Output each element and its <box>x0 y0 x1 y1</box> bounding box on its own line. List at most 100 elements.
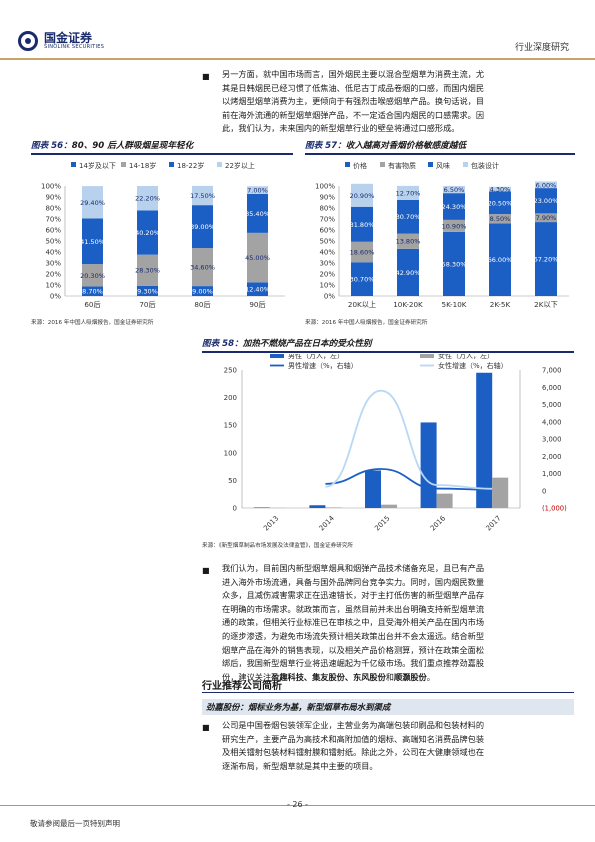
x-tick-label: 2K以下 <box>534 300 558 309</box>
x-tick-label: 2017 <box>484 514 502 532</box>
bar-segment <box>397 199 419 234</box>
y-tick-label: 20% <box>319 271 335 279</box>
y-tick-label: 0% <box>324 293 335 301</box>
legend-label: 风味 <box>436 161 450 170</box>
paragraph-2-line: 我们认为，目前国内新型烟草烟具和烟弹产品技术储备充足，且已有产品 <box>222 563 485 573</box>
data-label: 20.50% <box>488 199 513 207</box>
figure-57-caption: 收入越高对香烟价格敏感度越低 <box>345 141 467 151</box>
x-tick-label: 2014 <box>318 514 337 533</box>
y-left-tick-label: 0 <box>233 505 237 513</box>
paragraph-3-line: 研究生产，主要产品为高技术和高附加值的烟标、高端知名消费品牌包装 <box>222 733 485 744</box>
y-tick-label: 100% <box>315 183 335 191</box>
data-label: 18.60% <box>350 249 375 257</box>
bar-segment <box>397 233 419 249</box>
data-label: 31.80% <box>350 221 375 229</box>
data-label: 8.50% <box>490 215 511 223</box>
bar-segment <box>443 186 465 194</box>
y-tick-label: 30% <box>45 260 61 268</box>
paragraph-1: 另一方面，就中国市场而言，国外烟民主要以混合型烟草为消费主流，尤 其是日韩烟民已… <box>202 68 574 136</box>
chart-56: 14岁及以下 14-18岁 18-22岁 22岁以上 0% 10% 20% 30% 40% 50%… <box>41 161 285 309</box>
paragraph-2-line: 在明确的市场需求。就政策而言，虽然目前并未出台明确支持新型烟草流 <box>222 603 485 614</box>
x-tick-label: 5K-10K <box>442 300 467 309</box>
paragraph-1-line: 其是日韩烟民已经习惯了低焦油、低尼古丁成品卷烟的口感，而国内烟民 <box>222 82 485 93</box>
legend-swatch <box>420 354 434 358</box>
y-right-tick-label: 2,000 <box>542 453 561 461</box>
bar-segment <box>192 185 213 206</box>
y-tick-label: 0% <box>50 293 61 301</box>
paragraph-3-line: 逐渐布局，新型烟草就是其中主要的项目。 <box>222 760 378 771</box>
legend-swatch <box>121 162 126 167</box>
data-label: 6.50% <box>444 186 465 194</box>
legend-swatch <box>463 162 468 167</box>
y-tick-label: 40% <box>45 249 61 257</box>
header-divider <box>0 58 595 60</box>
paragraph-2-line: 绑后，我国新型烟草行业将迅速崛起为千亿级市场。我们重点推荐劲嘉股 <box>222 658 485 669</box>
y-left-tick-label: 200 <box>224 394 237 402</box>
x-tick-label: 2015 <box>373 514 391 532</box>
figure-58-caption: 加热不燃烧产品在日本的受众性别 <box>242 339 372 349</box>
bar-segment <box>82 186 103 219</box>
bar-segment <box>82 218 103 265</box>
bar-segment <box>137 186 158 211</box>
bar-segment <box>137 210 158 255</box>
data-label: 12.70% <box>396 189 421 197</box>
bar-male <box>420 422 437 508</box>
paragraph-2-text: 和 <box>385 671 394 682</box>
footer-disclaimer: 敬请参阅最后一页特别声明 <box>30 819 120 828</box>
data-label: 20.30% <box>80 272 105 280</box>
report-type: 行业深度研究 <box>514 43 569 53</box>
bullet-icon: ■ <box>202 72 210 81</box>
data-label: 10.90% <box>442 222 467 230</box>
bar-female <box>381 504 397 508</box>
y-tick-label: 60% <box>319 227 335 235</box>
y-tick-label: 50% <box>319 238 335 246</box>
bar-segment <box>247 186 268 194</box>
logo-mark-icon <box>18 31 38 51</box>
bar-segment <box>247 282 268 296</box>
y-right-tick-label: 7,000 <box>542 367 561 375</box>
y-tick-label: 10% <box>45 282 61 290</box>
figure-57-title: 图表 57：收入越高对香烟价格敏感度越低 <box>305 139 466 151</box>
data-label: 4.30% <box>490 186 511 194</box>
x-tick-label: 20K以上 <box>348 300 376 309</box>
figure-58-rule <box>202 351 574 353</box>
bar-segment <box>443 231 465 296</box>
bar-segment <box>443 193 465 220</box>
bar-segment <box>351 206 373 242</box>
footer-divider <box>0 805 595 806</box>
figure-56-caption: 80、90 后人群吸烟呈现年轻化 <box>71 141 194 151</box>
bar-segment <box>82 264 103 287</box>
bar-segment <box>489 186 511 192</box>
legend-label: 女性增速（%，右轴） <box>438 361 508 370</box>
y-tick-label: 30% <box>319 260 335 268</box>
bar-segment <box>535 213 557 223</box>
bar-segment <box>247 193 268 233</box>
bar-male <box>476 372 493 508</box>
bar-segment <box>192 286 213 296</box>
legend-swatch <box>428 162 433 167</box>
data-label: 23.00% <box>534 197 559 205</box>
legend-swatch <box>270 354 284 358</box>
y-right-tick-label: 6,000 <box>542 384 561 392</box>
paragraph-2-text: 。 <box>426 671 435 682</box>
paragraph-1-line: 此，我们认为，未来国内的新型烟草行业的壁垒将通过口感形成。 <box>222 123 460 134</box>
figure-57-rule <box>305 153 575 155</box>
logo-name-en: SINOLINK SECURITIES <box>44 44 105 50</box>
data-label: 7.00% <box>247 187 268 195</box>
legend-swatch <box>380 162 385 167</box>
bar-female <box>436 493 453 508</box>
y-tick-label: 40% <box>319 249 335 257</box>
bar-male <box>253 507 270 508</box>
bar-segment <box>535 222 557 296</box>
x-tick-label: 2016 <box>429 514 448 533</box>
data-label: 17.50% <box>190 192 215 200</box>
legend-label: 男性（万人，左） <box>288 354 344 360</box>
bar-segment <box>443 219 465 232</box>
figure-56-number: 图表 56： <box>31 141 72 151</box>
data-label: 9.00% <box>192 288 213 296</box>
x-tick-label: 80后 <box>194 300 210 309</box>
y-left-tick-label: 150 <box>224 422 237 430</box>
data-label: 29.40% <box>80 199 105 207</box>
y-right-tick-label: (1,000) <box>542 505 567 513</box>
figure-56-source: 来源：2016 年中国人吸烟报告，国金证券研究所 <box>31 320 154 326</box>
